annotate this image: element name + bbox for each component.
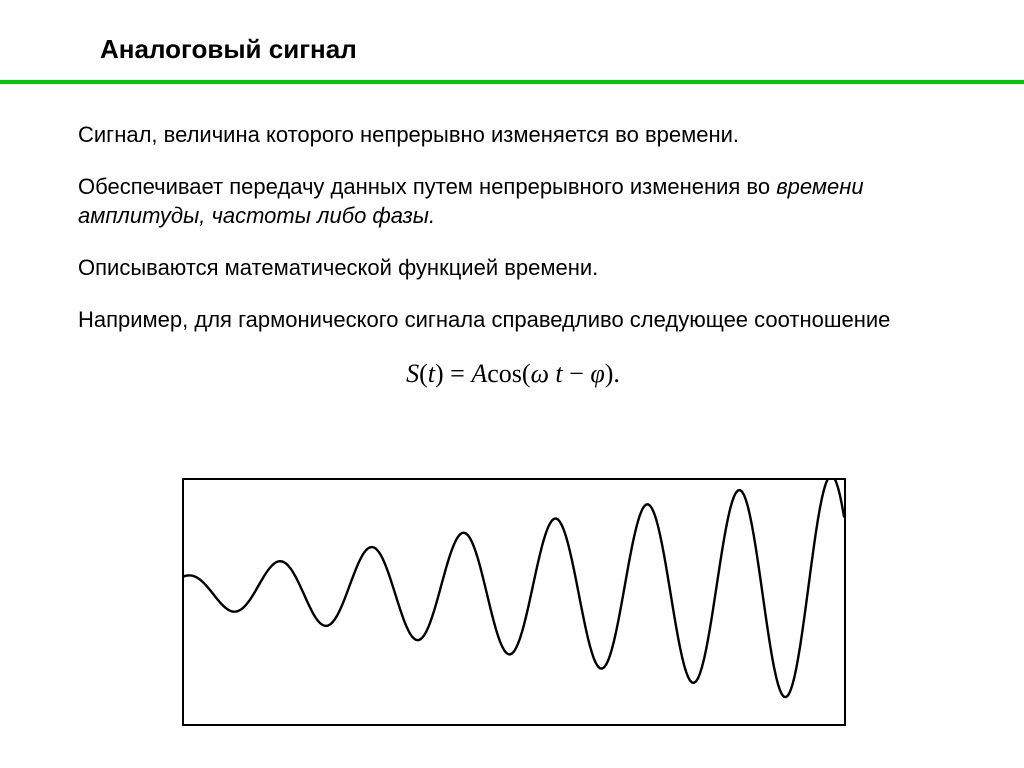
paragraph-3: Описываются математической функцией врем… <box>78 253 948 283</box>
formula: S(t) = Acos(ω t − φ). <box>78 356 948 391</box>
paragraph-2-plain: Обеспечивает передачу данных путем непре… <box>78 174 776 199</box>
paragraph-4: Например, для гармонического сигнала спр… <box>78 305 948 335</box>
slide: Аналоговый сигнал Сигнал, величина котор… <box>0 0 1024 768</box>
paragraph-2: Обеспечивает передачу данных путем непре… <box>78 172 948 231</box>
paragraph-1: Сигнал, величина которого непрерывно изм… <box>78 120 948 150</box>
page-title: Аналоговый сигнал <box>100 34 357 65</box>
body-text: Сигнал, величина которого непрерывно изм… <box>78 120 948 410</box>
wave-path <box>184 480 844 697</box>
wave-plot <box>184 480 844 724</box>
signal-chart <box>182 478 846 726</box>
title-underline <box>0 80 1024 84</box>
